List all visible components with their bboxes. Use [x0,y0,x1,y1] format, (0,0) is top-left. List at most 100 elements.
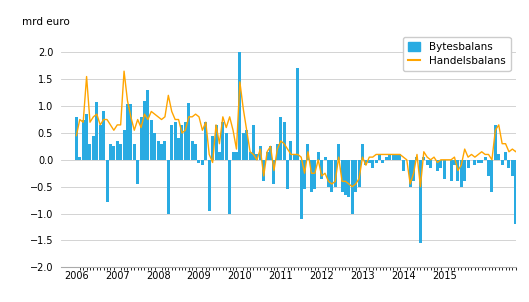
Bar [507,160,510,168]
Bar [511,160,514,176]
Bar [436,160,439,171]
Bar [494,125,497,160]
Bar [453,160,456,165]
Bar [160,144,163,160]
Bar [490,160,494,192]
Bar [419,160,422,243]
Bar [218,152,221,160]
Bar [514,160,517,224]
Bar [518,154,521,160]
Bar [457,160,459,181]
Bar [180,125,184,160]
Bar [143,101,146,160]
Bar [378,154,381,160]
Bar [296,69,299,160]
Bar [119,144,122,160]
Bar [344,160,347,195]
Bar [460,160,463,187]
Bar [225,133,228,160]
Bar [412,160,415,181]
Bar [487,160,490,176]
Bar [310,160,313,192]
Bar [133,144,136,160]
Bar [150,120,153,160]
Bar [78,157,81,160]
Bar [402,160,405,171]
Bar [228,160,231,214]
Bar [463,160,466,181]
Bar [215,125,217,160]
Bar [170,125,173,160]
Bar [330,160,333,192]
Bar [136,160,139,184]
Bar [317,152,320,160]
Bar [473,160,477,165]
Bar [272,160,276,184]
Bar [201,160,204,165]
Bar [480,160,483,162]
Bar [300,160,303,219]
Bar [157,141,160,160]
Bar [477,160,480,162]
Bar [358,160,361,187]
Bar [409,160,412,187]
Bar [105,160,108,202]
Bar [204,122,207,160]
Bar [99,125,102,160]
Bar [306,144,309,160]
Bar [500,160,504,165]
Bar [334,160,337,187]
Bar [426,160,428,165]
Bar [245,130,248,160]
Bar [197,160,200,162]
Bar [252,125,255,160]
Bar [190,141,194,160]
Bar [443,160,446,178]
Bar [88,144,92,160]
Bar [282,122,286,160]
Bar [324,157,326,160]
Legend: Bytesbalans, Handelsbalans: Bytesbalans, Handelsbalans [403,37,510,71]
Bar [211,136,214,160]
Text: mrd euro: mrd euro [22,17,70,27]
Bar [102,111,105,160]
Bar [337,144,340,160]
Bar [92,136,95,160]
Bar [112,146,115,160]
Bar [286,160,289,189]
Bar [371,160,374,168]
Bar [126,104,129,160]
Bar [450,160,452,181]
Bar [75,117,78,160]
Bar [130,104,132,160]
Bar [395,154,398,160]
Bar [348,160,350,198]
Bar [123,130,125,160]
Bar [242,133,245,160]
Bar [341,160,343,192]
Bar [320,160,323,178]
Bar [85,114,88,160]
Bar [262,160,265,181]
Bar [289,141,293,160]
Bar [429,160,432,168]
Bar [109,144,112,160]
Bar [235,152,238,160]
Bar [279,117,282,160]
Bar [221,122,224,160]
Bar [484,157,487,160]
Bar [153,133,156,160]
Bar [116,141,118,160]
Bar [249,152,252,160]
Bar [208,160,211,211]
Bar [259,146,262,160]
Bar [184,122,187,160]
Bar [415,157,418,160]
Bar [504,152,507,160]
Bar [187,103,190,160]
Bar [269,146,272,160]
Bar [95,102,98,160]
Bar [398,154,402,160]
Bar [422,157,425,160]
Bar [167,160,170,214]
